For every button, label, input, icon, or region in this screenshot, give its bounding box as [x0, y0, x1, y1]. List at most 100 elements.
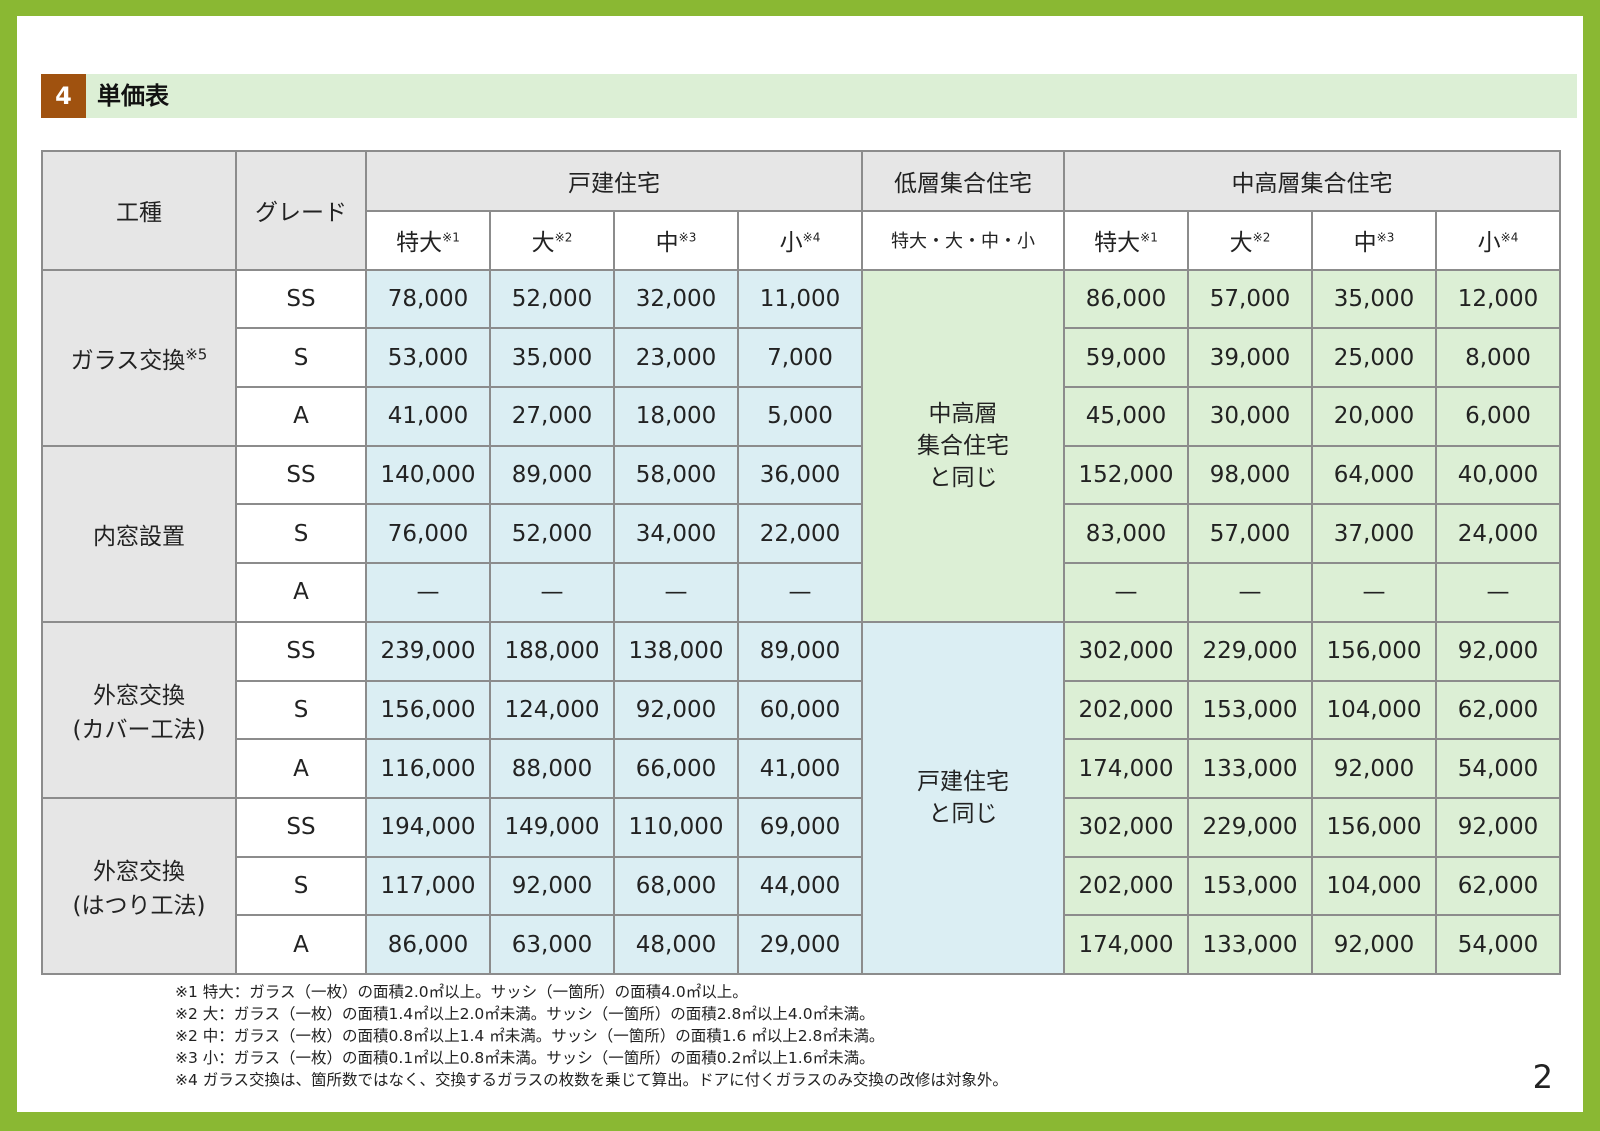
- mid-high-price: 156,000: [1311, 620, 1437, 682]
- mid-high-price: 174,000: [1063, 914, 1189, 975]
- mid-high-price: 202,000: [1063, 855, 1189, 917]
- low-rise-sizes: 特大・大・中・小: [861, 210, 1065, 271]
- footnote: ※2 中：ガラス（一枚）の面積0.8㎡以上1.4 ㎡未満。サッシ（一箇所）の面積…: [175, 1027, 885, 1045]
- mid-high-price: 64,000: [1311, 444, 1437, 506]
- mid-high-price: 302,000: [1063, 796, 1189, 858]
- size-header: 大※2: [489, 210, 615, 271]
- detached-price: 68,000: [613, 855, 739, 917]
- work-type-note: ※5: [185, 345, 208, 364]
- footnote: ※1 特大：ガラス（一枚）の面積2.0㎡以上。サッシ（一箇所）の面積4.0㎡以上…: [175, 983, 748, 1001]
- detached-price: 32,000: [613, 268, 739, 330]
- mid-high-price: 104,000: [1311, 679, 1437, 741]
- work-type-cell: ガラス交換※5: [41, 268, 237, 447]
- table-row: A 116,000 88,000 66,000 41,000 174,000 133,000…: [42, 738, 1561, 799]
- size-header: 小※4: [1435, 210, 1561, 271]
- section-number: 4: [41, 74, 86, 118]
- mid-high-price: —: [1063, 562, 1189, 623]
- detached-price: 58,000: [613, 444, 739, 506]
- detached-price: 92,000: [489, 855, 615, 917]
- mid-high-price: 30,000: [1187, 386, 1313, 447]
- size-note: ※4: [1500, 230, 1519, 245]
- detached-price: 110,000: [613, 796, 739, 858]
- grade-cell: SS: [235, 796, 367, 858]
- work-type-cell: 外窓交換 (カバー工法): [41, 620, 237, 799]
- detached-price: 89,000: [737, 620, 863, 682]
- mid-high-price: 12,000: [1435, 268, 1561, 330]
- mid-high-price: 57,000: [1187, 268, 1313, 330]
- detached-price: 18,000: [613, 386, 739, 447]
- grade-cell: A: [235, 386, 367, 447]
- size-note: ※2: [1252, 230, 1271, 245]
- mid-high-price: —: [1435, 562, 1561, 623]
- size-note: ※2: [554, 230, 573, 245]
- detached-price: 76,000: [365, 503, 491, 565]
- unit-price-table: 工種 グレード 戸建住宅 低層集合住宅 中高層集合住宅 特大※1 大※2 中※3 小※4 特大・大…: [41, 150, 1561, 975]
- section-header: 4 単価表: [41, 74, 1577, 118]
- mid-high-price: 92,000: [1311, 738, 1437, 799]
- footnote: ※3 小：ガラス（一枚）の面積0.1㎡以上0.8㎡未満。サッシ（一箇所）の面積0…: [175, 1049, 875, 1067]
- mid-high-price: —: [1311, 562, 1437, 623]
- grade-cell: A: [235, 738, 367, 799]
- detached-price: 48,000: [613, 914, 739, 975]
- detached-price: 44,000: [737, 855, 863, 917]
- size-label: 中: [655, 230, 679, 257]
- work-type-label: 内窓設置: [93, 523, 185, 550]
- detached-price: 63,000: [489, 914, 615, 975]
- detached-price: 52,000: [489, 268, 615, 330]
- page-number: 2: [1532, 1058, 1553, 1096]
- mid-high-price: 24,000: [1435, 503, 1561, 565]
- table-row: A 41,000 27,000 18,000 5,000 45,000 30,000 20,0…: [42, 386, 1561, 447]
- mid-high-price: 40,000: [1435, 444, 1561, 506]
- mid-high-price: 39,000: [1187, 327, 1313, 389]
- work-type-cell: 外窓交換 (はつり工法): [41, 796, 237, 975]
- size-label: 小: [779, 230, 803, 257]
- work-type-label: 外窓交換 (カバー工法): [72, 682, 206, 743]
- detached-price: 5,000: [737, 386, 863, 447]
- mid-high-price: 6,000: [1435, 386, 1561, 447]
- grade-cell: A: [235, 562, 367, 623]
- detached-price: 41,000: [737, 738, 863, 799]
- header-detached: 戸建住宅: [365, 150, 863, 212]
- detached-price: 27,000: [489, 386, 615, 447]
- mid-high-price: 59,000: [1063, 327, 1189, 389]
- header-row: 工種 グレード 戸建住宅 低層集合住宅 中高層集合住宅: [41, 150, 1561, 271]
- detached-price: 35,000: [489, 327, 615, 389]
- grade-cell: S: [235, 679, 367, 741]
- detached-price: 52,000: [489, 503, 615, 565]
- detached-price: —: [489, 562, 615, 623]
- section-title: 単価表: [97, 82, 169, 110]
- page: 4 単価表 工種 グレード 戸建住宅 低層集合住宅 中高層集合住宅 特大※1 大※2 中※3 小…: [17, 16, 1583, 1112]
- work-type-cell: 内窓設置: [41, 444, 237, 623]
- mid-high-price: 92,000: [1311, 914, 1437, 975]
- low-rise-same-as-detached: 戸建住宅 と同じ: [861, 620, 1065, 975]
- mid-high-price: 54,000: [1435, 738, 1561, 799]
- mid-high-price: 8,000: [1435, 327, 1561, 389]
- footnotes: ※1 特大：ガラス（一枚）の面積2.0㎡以上。サッシ（一箇所）の面積4.0㎡以上…: [175, 981, 1008, 1091]
- size-header: 特大※1: [365, 210, 491, 271]
- size-label: 大: [1229, 230, 1253, 257]
- detached-price: 138,000: [613, 620, 739, 682]
- mid-high-price: 35,000: [1311, 268, 1437, 330]
- table-row: A — — — — — — — —: [42, 562, 1561, 623]
- detached-price: 117,000: [365, 855, 491, 917]
- mid-high-price: 156,000: [1311, 796, 1437, 858]
- footnote: ※2 大：ガラス（一枚）の面積1.4㎡以上2.0㎡未満。サッシ（一箇所）の面積2…: [175, 1005, 875, 1023]
- size-header-row: 特大※1 大※2 中※3 小※4 特大・大・中・小 特大※1 大※2 中※3 小※4: [42, 210, 1561, 271]
- mid-high-price: 202,000: [1063, 679, 1189, 741]
- grade-cell: S: [235, 503, 367, 565]
- mid-high-price: 152,000: [1063, 444, 1189, 506]
- grade-cell: SS: [235, 268, 367, 330]
- detached-price: 23,000: [613, 327, 739, 389]
- mid-high-price: 229,000: [1187, 796, 1313, 858]
- size-note: ※3: [1376, 230, 1395, 245]
- detached-price: 36,000: [737, 444, 863, 506]
- detached-price: 140,000: [365, 444, 491, 506]
- size-header: 大※2: [1187, 210, 1313, 271]
- header-low-rise: 低層集合住宅: [861, 150, 1065, 212]
- mid-high-price: 54,000: [1435, 914, 1561, 975]
- mid-high-price: 133,000: [1187, 914, 1313, 975]
- mid-high-price: 98,000: [1187, 444, 1313, 506]
- table-row: ガラス交換※5 SS 78,000 52,000 32,000 11,000 中高層 集合住…: [41, 268, 1561, 623]
- detached-price: 239,000: [365, 620, 491, 682]
- detached-price: 53,000: [365, 327, 491, 389]
